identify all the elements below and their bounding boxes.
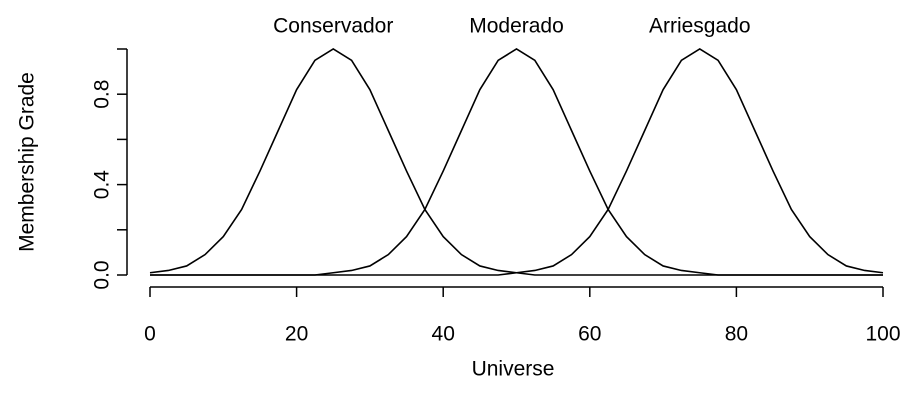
y-tick-label: 0.4 — [91, 170, 114, 200]
curve-label: Conservador — [273, 15, 393, 38]
curve-label: Arriesgado — [649, 15, 751, 38]
x-tick-label: 20 — [285, 323, 308, 346]
x-tick-label: 40 — [432, 323, 455, 346]
x-axis-label: Universe — [472, 358, 555, 381]
x-tick-label: 100 — [865, 323, 900, 346]
x-tick-label: 80 — [725, 323, 748, 346]
membership-curve — [149, 48, 883, 276]
y-tick-label: 0.8 — [91, 80, 114, 109]
y-axis-label: Membership Grade — [16, 72, 39, 252]
membership-curve — [150, 48, 883, 276]
curve-label: Moderado — [469, 15, 564, 38]
x-tick-label: 0 — [144, 323, 156, 346]
membership-curve — [150, 48, 884, 276]
y-tick-label: 0.0 — [91, 260, 114, 289]
x-tick-label: 60 — [578, 323, 601, 346]
